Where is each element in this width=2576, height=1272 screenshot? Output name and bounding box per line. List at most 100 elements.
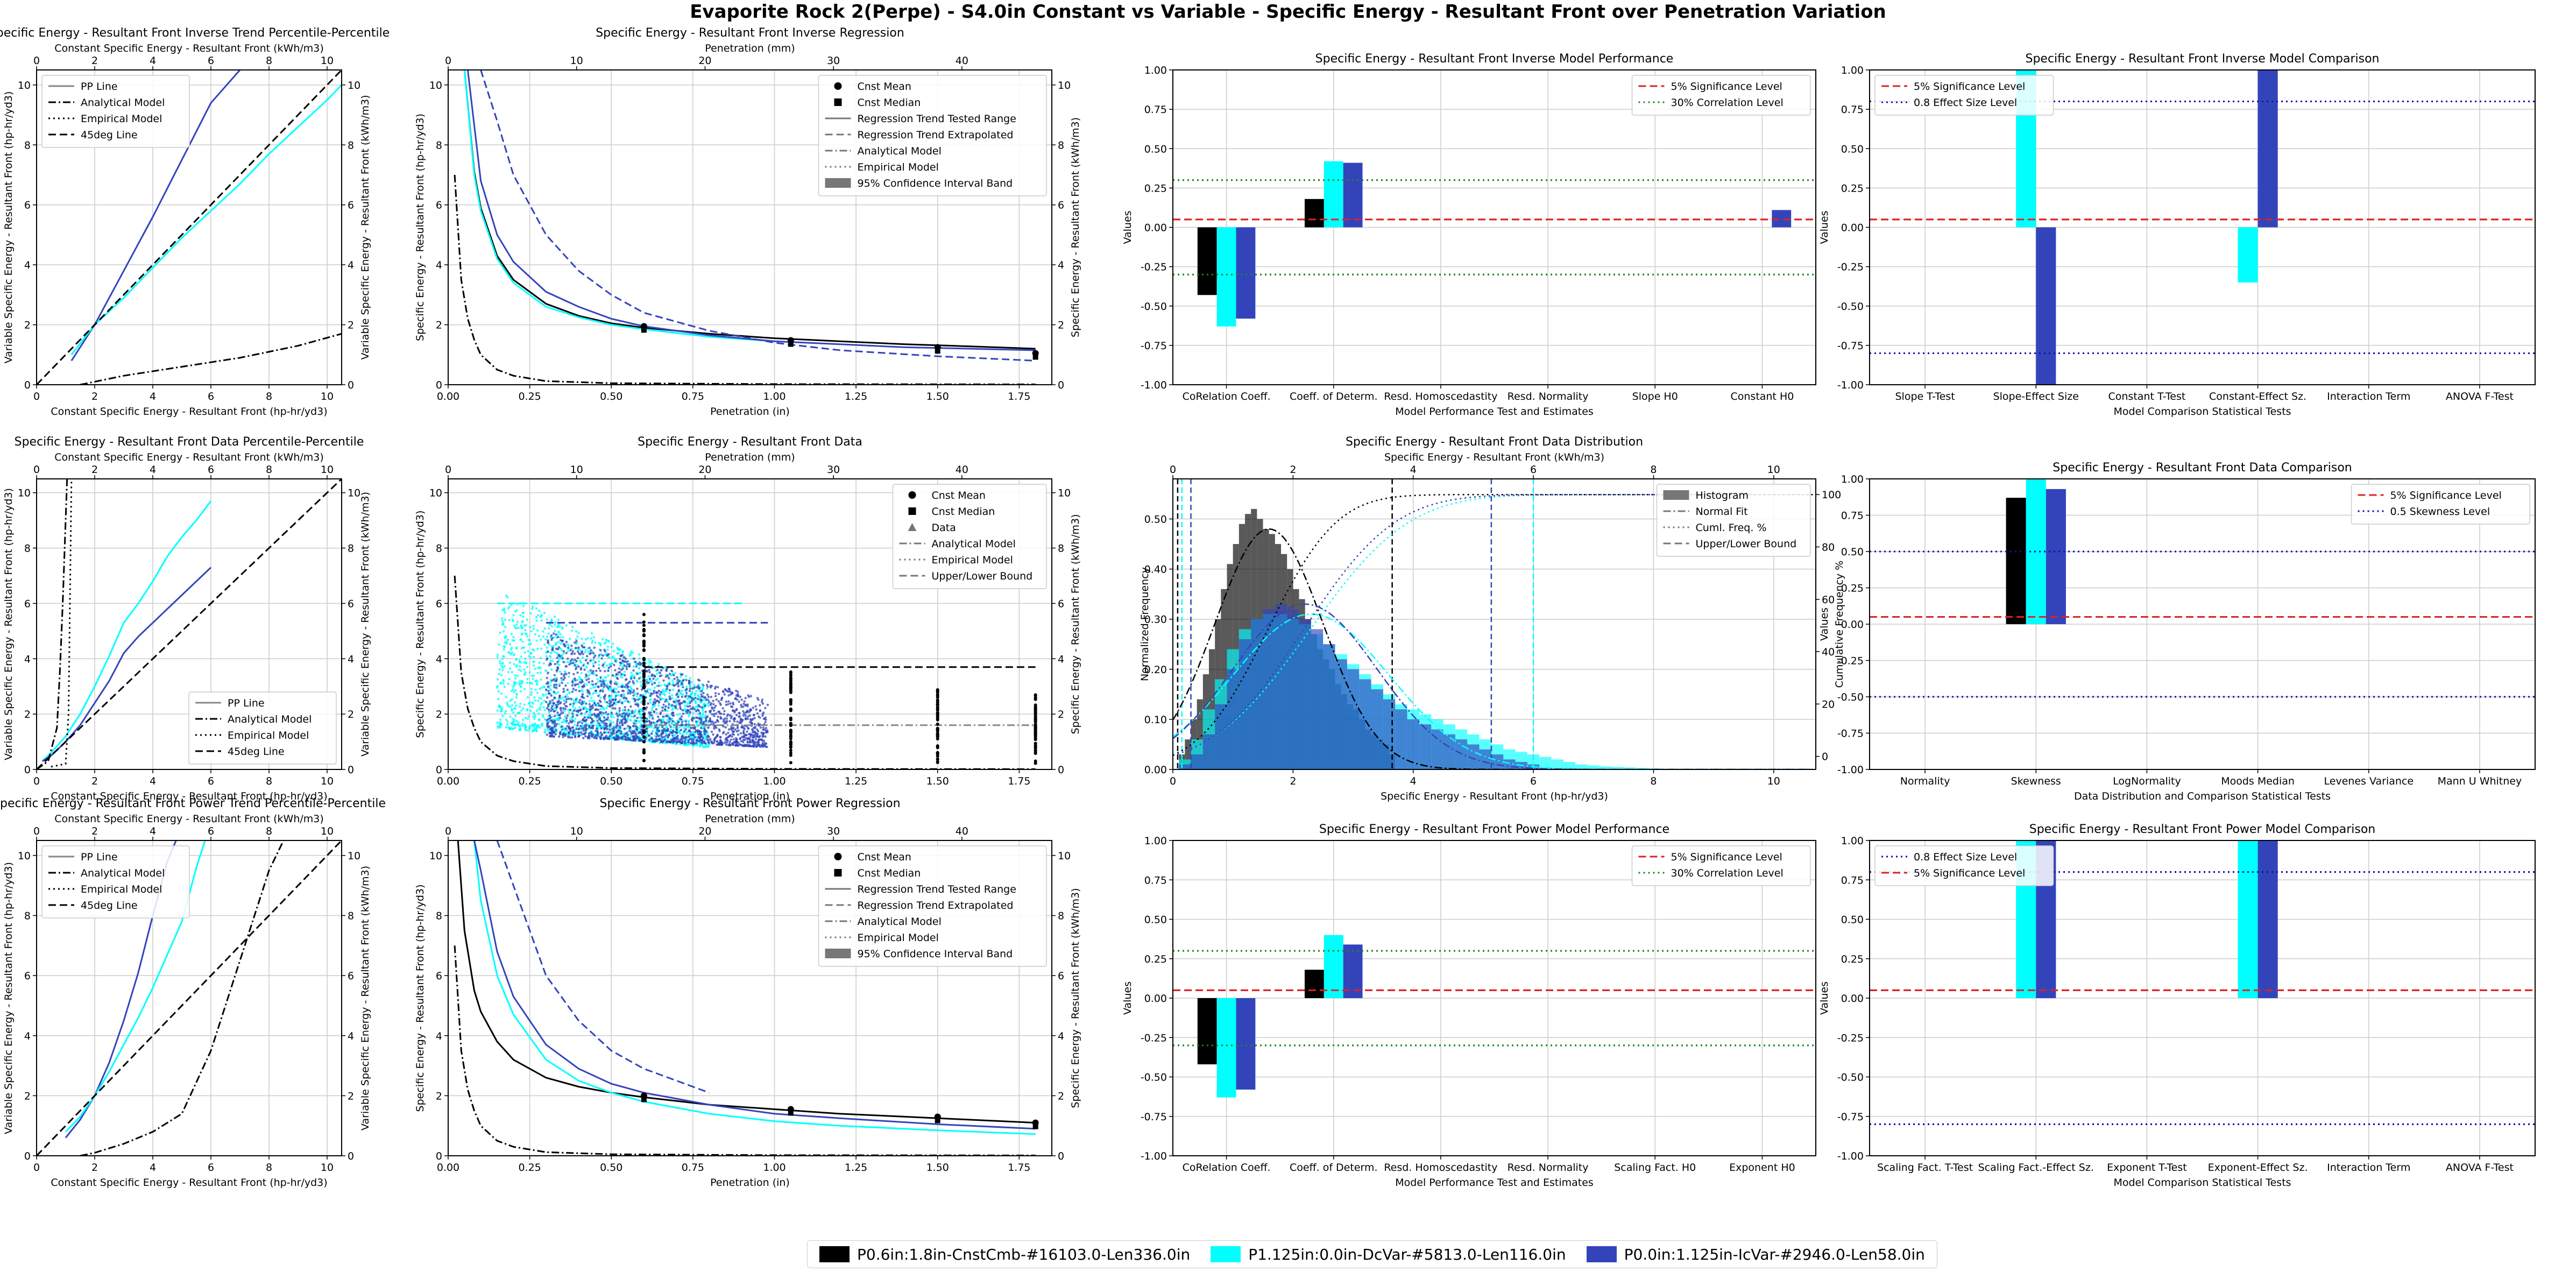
right-tick-label: 6	[348, 598, 354, 610]
y-tick-label: 8	[436, 543, 442, 555]
histogram-bar	[1479, 749, 1491, 769]
data-point	[751, 731, 754, 733]
data-point	[566, 714, 569, 717]
data-point	[663, 736, 666, 738]
data-point	[759, 704, 761, 706]
y-tick-label: 0	[24, 764, 31, 776]
legend-label: PP Line	[81, 81, 118, 93]
data-point	[936, 760, 939, 764]
data-point	[674, 672, 677, 675]
data-point	[689, 677, 692, 680]
data-point	[664, 675, 668, 678]
data-point	[695, 689, 698, 692]
x-tick-label: 6	[208, 775, 214, 787]
data-point	[548, 735, 551, 738]
y-tick-label: -0.50	[1141, 1072, 1167, 1084]
data-point	[635, 665, 638, 668]
x-tick-label: Exponent H0	[1729, 1162, 1795, 1174]
data-point	[632, 694, 635, 697]
data-point	[613, 657, 616, 660]
data-point	[680, 718, 683, 721]
data-point	[575, 640, 578, 642]
data-point	[569, 709, 572, 711]
data-point	[526, 666, 529, 668]
x-tick-label: LogNormality	[2113, 775, 2181, 787]
data-point	[519, 727, 521, 731]
data-point	[523, 673, 526, 676]
data-point	[675, 703, 678, 705]
axes-frame	[36, 478, 342, 770]
data-point	[690, 681, 693, 684]
data-point	[669, 725, 672, 728]
data-point	[547, 632, 550, 635]
data-point	[684, 675, 688, 677]
legend-label: 95% Confidence Interval Band	[858, 178, 1013, 189]
data-point	[564, 684, 567, 687]
data-point	[733, 717, 736, 720]
data-point	[555, 708, 558, 711]
data-point	[522, 707, 525, 710]
data-point	[515, 609, 518, 612]
top-tick-label: 8	[266, 55, 272, 67]
y-tick-label: 0.25	[1144, 182, 1167, 194]
data-point	[605, 731, 607, 734]
data-point	[501, 621, 504, 625]
data-point	[613, 682, 616, 685]
chart-title: Specific Energy - Resultant Front Data C…	[2053, 461, 2352, 475]
data-point	[601, 720, 604, 723]
data-point	[789, 751, 792, 755]
data-point	[629, 735, 633, 738]
data-point	[550, 625, 554, 628]
bar	[2257, 70, 2278, 228]
data-point	[498, 721, 501, 724]
data-point	[657, 701, 661, 704]
data-point	[713, 706, 716, 709]
data-point	[571, 650, 574, 653]
data-point	[789, 716, 792, 720]
right-tick-label: 10	[1058, 80, 1071, 91]
data-point	[547, 641, 549, 644]
data-point	[581, 656, 584, 659]
data-point	[722, 718, 725, 721]
data-point	[642, 624, 646, 627]
data-point	[691, 706, 695, 709]
data-point	[732, 738, 735, 741]
data-point	[558, 657, 561, 660]
data-point	[732, 726, 735, 729]
top-axis-label: Constant Specific Energy - Resultant Fro…	[54, 451, 324, 463]
top-tick-label: 40	[956, 464, 968, 476]
data-point	[661, 709, 664, 712]
data-point	[555, 729, 558, 732]
data-point	[614, 695, 618, 697]
data-point	[736, 726, 739, 730]
data-point	[612, 707, 614, 710]
data-point	[749, 708, 752, 711]
data-point	[789, 761, 792, 765]
axes-frame	[448, 478, 1052, 770]
data-point	[576, 635, 579, 638]
data-point	[718, 743, 720, 746]
y-tick-label: 1.00	[1144, 65, 1167, 76]
data-point	[552, 731, 555, 734]
data-point	[936, 732, 939, 736]
series-line	[37, 479, 68, 769]
data-point	[590, 649, 592, 652]
legend-label: Cnst Mean	[858, 81, 911, 93]
data-point	[719, 736, 721, 738]
data-point	[561, 657, 564, 660]
data-point	[735, 738, 738, 741]
data-point	[568, 725, 570, 728]
data-point	[564, 695, 567, 698]
y-tick-label: -0.75	[1837, 340, 1864, 352]
data-point	[661, 706, 664, 709]
data-point	[728, 740, 731, 744]
data-point	[652, 677, 655, 680]
data-point	[612, 655, 615, 658]
data-point	[653, 710, 656, 713]
histogram-bar	[1299, 619, 1311, 769]
top-tick-label: 10	[570, 464, 583, 476]
data-point	[716, 740, 718, 743]
data-point	[565, 719, 568, 723]
data-point	[642, 706, 646, 710]
